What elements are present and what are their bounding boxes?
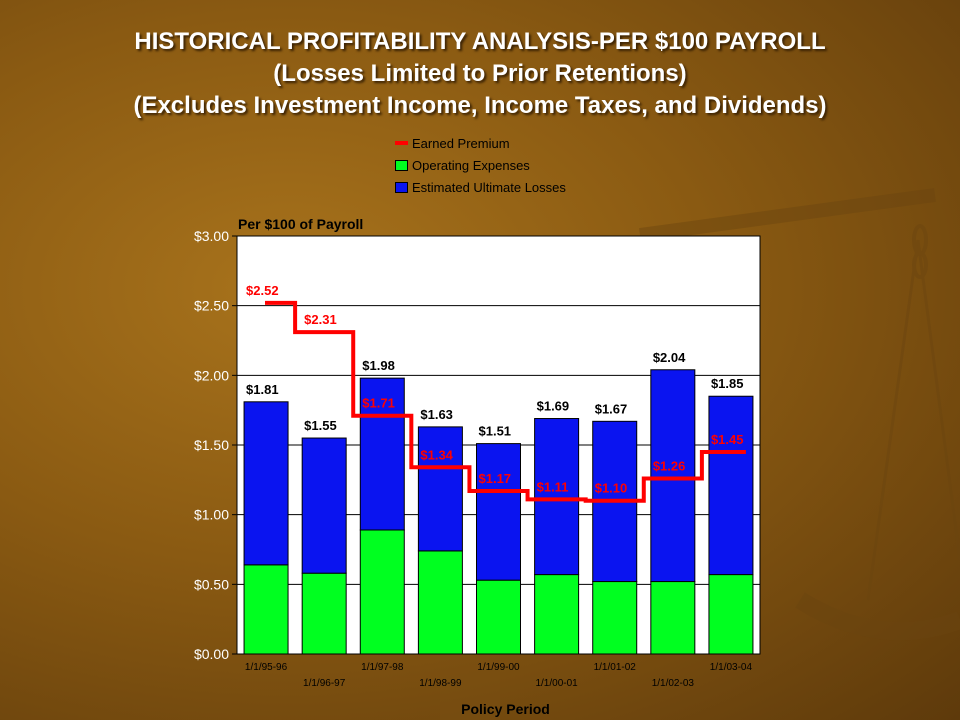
bar-operating-expenses (592, 581, 638, 655)
bar-operating-expenses (650, 581, 696, 655)
premium-data-label: $1.45 (711, 432, 744, 447)
premium-data-label: $2.52 (246, 283, 279, 298)
total-data-label: $2.04 (653, 350, 686, 365)
x-tick-label: 1/1/01-02 (594, 662, 637, 673)
title-line-3: (Excludes Investment Income, Income Taxe… (133, 92, 827, 119)
bar-estimated-losses (708, 395, 754, 576)
bar-operating-expenses (534, 574, 580, 655)
title-line-1: HISTORICAL PROFITABILITY ANALYSIS-PER $1… (134, 28, 826, 55)
premium-data-label: $1.17 (479, 471, 512, 486)
slide-title: HISTORICAL PROFITABILITY ANALYSIS-PER $1… (0, 26, 960, 122)
y-tick-label: $3.00 (194, 228, 229, 244)
x-tick-label: 1/1/00-01 (535, 678, 578, 689)
legend-item-operating-expenses: Operating Expenses (395, 154, 566, 176)
x-tick-label: 1/1/03-04 (710, 662, 753, 673)
chart-legend: Earned Premium Operating Expenses Estima… (395, 132, 566, 198)
premium-data-label: $1.11 (537, 479, 569, 494)
total-data-label: $1.63 (420, 407, 453, 422)
premium-data-label: $1.71 (362, 396, 395, 411)
y-tick-label: $0.00 (194, 646, 229, 662)
bar-estimated-losses (417, 426, 463, 552)
x-tick-label: 1/1/95-96 (245, 662, 288, 673)
bar-operating-expenses (359, 529, 405, 655)
premium-data-label: $1.10 (595, 481, 628, 496)
bar-estimated-losses (650, 369, 696, 583)
x-tick-label: 1/1/97-98 (361, 662, 404, 673)
legend-label: Operating Expenses (412, 157, 530, 173)
y-tick-label: $1.00 (194, 507, 229, 523)
legend-swatch-expenses (395, 159, 408, 171)
total-data-label: $1.51 (479, 424, 512, 439)
y-tick-label: $2.50 (194, 298, 229, 314)
premium-data-label: $2.31 (304, 312, 337, 327)
x-tick-label: 1/1/99-00 (477, 662, 520, 673)
bar-operating-expenses (708, 574, 754, 655)
bar-estimated-losses (534, 418, 580, 576)
legend-item-earned-premium: Earned Premium (395, 132, 566, 154)
bar-operating-expenses (301, 572, 347, 655)
premium-data-label: $1.34 (420, 447, 453, 462)
total-data-label: $1.85 (711, 376, 744, 391)
bar-estimated-losses (476, 443, 521, 581)
bar-operating-expenses (476, 579, 521, 655)
bar-operating-expenses (243, 564, 289, 655)
y-tick-label: $0.50 (194, 576, 229, 592)
bar-estimated-losses (243, 401, 289, 566)
legend-swatch-losses (395, 181, 408, 193)
total-data-label: $1.69 (537, 399, 570, 414)
x-tick-label: 1/1/98-99 (419, 678, 462, 689)
total-data-label: $1.81 (246, 382, 279, 397)
total-data-label: $1.98 (362, 358, 395, 373)
bar-estimated-losses (301, 437, 347, 574)
y-tick-label: $1.50 (194, 437, 229, 453)
x-tick-label: 1/1/96-97 (303, 678, 346, 689)
chart-subtitle: Per $100 of Payroll (238, 216, 363, 232)
x-tick-label: 1/1/02-03 (652, 678, 695, 689)
earned-premium-line (265, 300, 746, 503)
legend-label: Estimated Ultimate Losses (412, 179, 566, 195)
bar-estimated-losses (359, 377, 405, 531)
x-axis-title: Policy Period (461, 701, 550, 717)
bar-operating-expenses (417, 550, 463, 655)
y-tick-label: $2.00 (194, 367, 229, 383)
premium-data-label: $1.26 (653, 458, 686, 473)
legend-swatch-premium (395, 141, 408, 145)
total-data-label: $1.67 (595, 401, 628, 416)
total-data-label: $1.55 (304, 418, 337, 433)
legend-label: Earned Premium (412, 135, 510, 151)
title-line-2: (Losses Limited to Prior Retentions) (273, 60, 687, 87)
legend-item-estimated-losses: Estimated Ultimate Losses (395, 176, 566, 198)
